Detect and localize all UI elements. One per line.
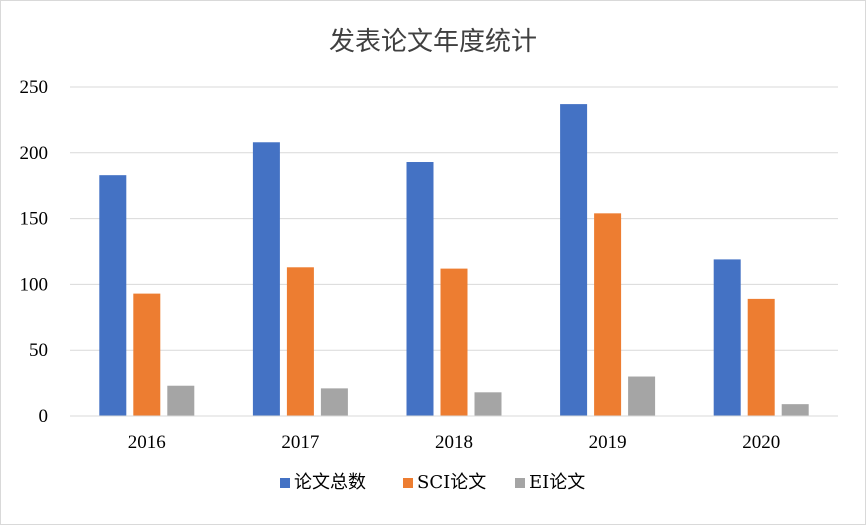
- y-tick-label: 100: [20, 274, 49, 295]
- bar-2017-series-1: [286, 267, 314, 416]
- legend-label: 论文总数: [294, 472, 366, 493]
- bar-2018-series-2: [474, 392, 502, 416]
- x-axis-ticks: 2016 2017 2018 2019 2020: [128, 432, 780, 453]
- bar-2019-series-1: [594, 213, 622, 416]
- x-tick-label: 2018: [435, 432, 473, 453]
- legend: 论文总数 SCI论文 EI论文: [280, 472, 585, 493]
- bar-2018-series-0: [406, 162, 434, 416]
- y-tick-label: 250: [20, 77, 49, 98]
- bars: [99, 104, 809, 416]
- y-tick-label: 50: [29, 340, 48, 361]
- legend-label: SCI论文: [417, 472, 486, 493]
- legend-swatch-1: [403, 478, 413, 488]
- bar-2017-series-0: [252, 142, 280, 416]
- bar-2016-series-0: [99, 175, 127, 416]
- x-tick-label: 2020: [742, 432, 780, 453]
- bar-2019-series-0: [560, 104, 588, 416]
- bar-2017-series-2: [320, 388, 348, 416]
- bar-2019-series-2: [628, 376, 656, 416]
- legend-label: EI论文: [529, 472, 585, 493]
- x-tick-label: 2017: [281, 432, 319, 453]
- x-tick-label: 2019: [589, 432, 627, 453]
- bar-2016-series-1: [133, 293, 161, 416]
- y-tick-label: 200: [20, 143, 49, 164]
- y-tick-label: 0: [39, 406, 49, 427]
- bar-2020-series-2: [781, 404, 809, 416]
- x-tick-label: 2016: [128, 432, 166, 453]
- chart-title: 发表论文年度统计: [329, 27, 537, 57]
- y-tick-label: 150: [20, 209, 49, 230]
- legend-swatch-2: [515, 478, 525, 488]
- bar-2018-series-1: [440, 268, 468, 416]
- y-axis-ticks: 0 50 100 150 200 250: [20, 77, 49, 427]
- bar-2020-series-0: [713, 259, 741, 416]
- legend-swatch-0: [280, 478, 290, 488]
- bar-2020-series-1: [747, 298, 775, 416]
- bar-2016-series-2: [167, 385, 195, 416]
